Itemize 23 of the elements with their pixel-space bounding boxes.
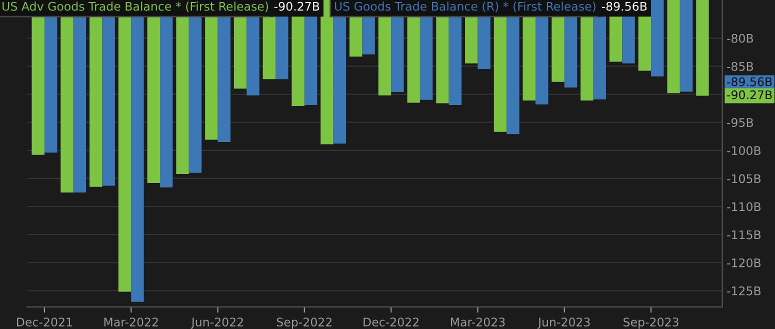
series-label: US Adv Goods Trade Balance * (First Release)	[2, 2, 268, 12]
y-tick-label: -85B	[727, 62, 754, 71]
y-tick-label: -80B	[727, 34, 754, 43]
annotation: -89.56B	[602, 2, 647, 11]
x-tick-label: Dec-2021	[17, 318, 72, 327]
y-tick-label: -120B	[727, 258, 761, 268]
y-tick-label: -100B	[727, 146, 761, 156]
x-tick-label: Sep-2023	[624, 318, 678, 329]
series-label: US Goods Trade Balance (R) * (First Release)	[334, 2, 596, 12]
x-tick-label: Mar-2023	[450, 318, 505, 327]
text: -90.27B	[727, 90, 772, 100]
y-tick-label: -115B	[727, 230, 761, 240]
y-tick-label: -110B	[727, 202, 761, 212]
text: -89.56B	[727, 77, 772, 86]
x-tick-label: Dec-2022	[364, 318, 418, 327]
y-tick-label: -105B	[727, 174, 761, 184]
annotation: -90.27B	[274, 2, 320, 11]
x-tick-label: Jun-2022	[190, 318, 243, 329]
x-tick-label: Jun-2023	[537, 318, 590, 329]
x-tick-label: Mar-2022	[104, 318, 158, 327]
x-tick-label: Sep-2022	[276, 318, 332, 329]
y-tick-label: -125B	[727, 286, 761, 296]
y-tick-label: -95B	[727, 118, 754, 127]
